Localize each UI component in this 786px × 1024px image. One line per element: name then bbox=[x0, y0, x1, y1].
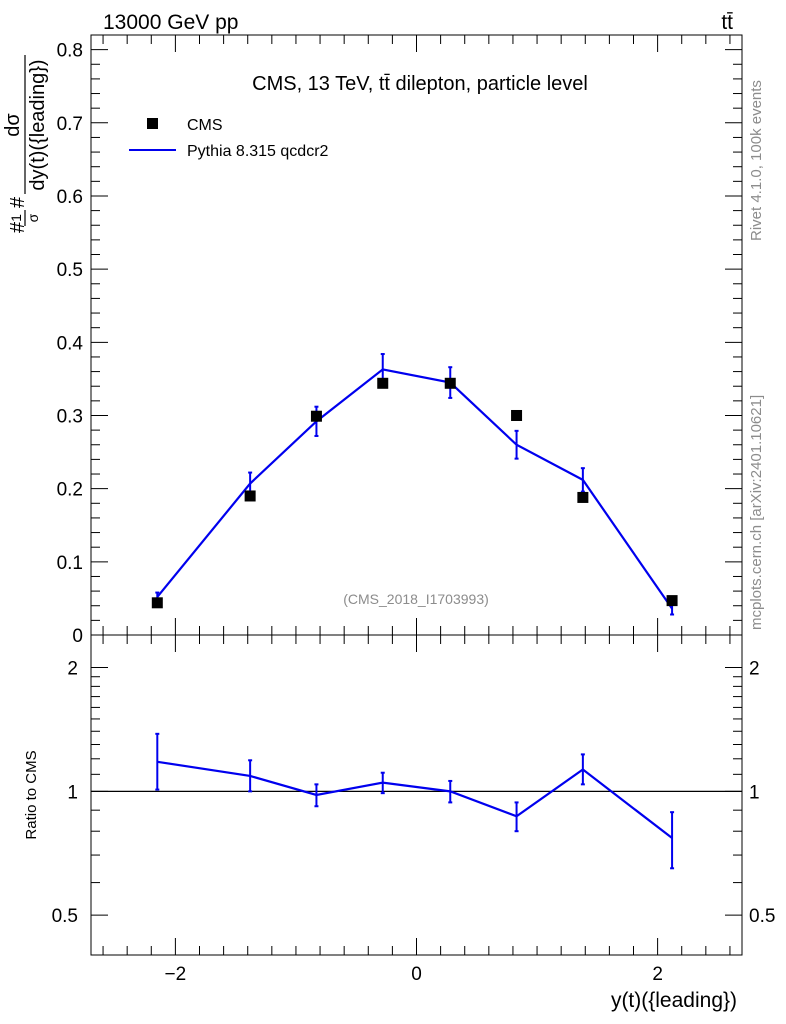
legend-data-marker bbox=[147, 118, 158, 129]
y-tick-label: 0.3 bbox=[57, 406, 83, 427]
ratio-y-tick-label-right: 2 bbox=[749, 659, 760, 680]
y-tick-label: 0.2 bbox=[57, 480, 83, 501]
ratio-line bbox=[157, 760, 673, 839]
header-process-label: tt̄ bbox=[721, 11, 733, 34]
ratio-series-layer bbox=[91, 732, 742, 870]
data-point bbox=[377, 377, 389, 389]
model-line bbox=[156, 368, 673, 610]
y-tick-label: 0 bbox=[72, 626, 83, 647]
main-y-axis: 0 0.1 0.2 0.3 0.4 0.5 0.6 0.7 0.8 bbox=[57, 41, 742, 647]
y-tick-label: 0.7 bbox=[57, 114, 83, 135]
y-tick-label: 0.8 bbox=[57, 41, 83, 62]
ylabel-hash-1: # bbox=[7, 221, 29, 233]
ratio-y-tick-label: 1 bbox=[67, 782, 78, 803]
data-point bbox=[151, 597, 163, 609]
xlabel: y(t)({leading}) bbox=[611, 989, 737, 1012]
x-tick-label: 0 bbox=[411, 964, 422, 985]
data-point bbox=[310, 410, 322, 422]
ylabel-frac2-num: dσ bbox=[2, 113, 24, 137]
ylabel-frac2-den: dy(t)({leading}) bbox=[27, 59, 49, 190]
y-tick-label: 0.6 bbox=[57, 187, 83, 208]
chart-title: CMS, 13 TeV, tt̄ dilepton, particle leve… bbox=[252, 73, 588, 95]
ratio-ylabel: Ratio to CMS bbox=[23, 750, 40, 839]
data-point bbox=[511, 409, 523, 421]
ylabel-frac1-den: σ bbox=[25, 213, 41, 222]
x-tick-label: 2 bbox=[652, 964, 663, 985]
analysis-watermark: (CMS_2018_I1703993) bbox=[343, 591, 489, 607]
y-tick-label: 0.1 bbox=[57, 553, 83, 574]
ratio-y-tick-label: 0.5 bbox=[52, 906, 78, 927]
legend-model-label: Pythia 8.315 qcdcr2 bbox=[187, 143, 329, 160]
ylabel-frac1-num: 1 bbox=[8, 214, 24, 222]
ratio-y-tick-label-right: 0.5 bbox=[749, 906, 775, 927]
x-tick-label: −2 bbox=[165, 964, 187, 985]
ratio-panel-frame bbox=[90, 634, 743, 956]
data-point bbox=[666, 595, 678, 607]
mcplots-label: mcplots.cern.ch [arXiv:2401.10621] bbox=[748, 395, 765, 630]
rivet-version-label: Rivet 4.1.0, 100k events bbox=[748, 80, 765, 241]
x-axis: −2 0 2 bbox=[102, 35, 731, 985]
ratio-y-tick-label: 2 bbox=[67, 659, 78, 680]
data-point bbox=[577, 491, 589, 503]
legend-data-label: CMS bbox=[187, 117, 223, 134]
y-tick-label: 0.5 bbox=[57, 260, 83, 281]
header-energy-label: 13000 GeV pp bbox=[103, 11, 238, 34]
ylabel-hash-2: # bbox=[7, 196, 29, 208]
main-ylabel: # 1 σ # dσ dy(t)({leading}) bbox=[2, 55, 49, 233]
y-tick-label: 0.4 bbox=[57, 333, 84, 354]
ratio-y-axis: 0.5 0.5 1 1 2 2 bbox=[52, 659, 775, 956]
main-series-layer bbox=[151, 353, 678, 616]
ratio-y-tick-label-right: 1 bbox=[749, 782, 760, 803]
data-point bbox=[444, 377, 456, 389]
data-point bbox=[244, 490, 256, 502]
